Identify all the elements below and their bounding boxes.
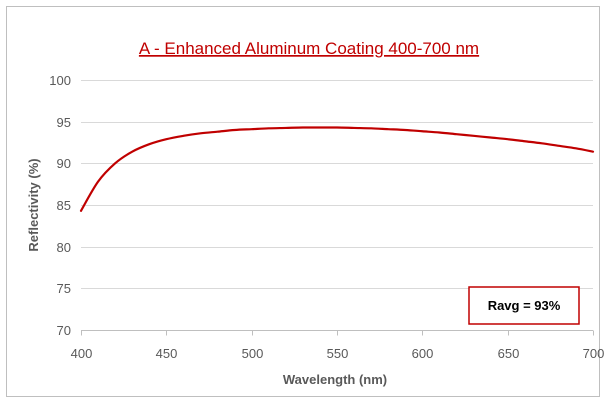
axes: [81, 330, 594, 336]
chart-frame: [6, 6, 600, 397]
y-tick-label: 100: [49, 73, 71, 88]
x-axis-title: Wavelength (nm): [283, 372, 387, 387]
y-tick-labels: 70 75 80 85 90 95 100: [49, 73, 71, 338]
x-tick-label: 450: [156, 346, 178, 361]
series-layer: [79, 126, 595, 212]
x-tick-label: 550: [327, 346, 349, 361]
chart-title: A - Enhanced Aluminum Coating 400-700 nm: [139, 39, 479, 58]
y-axis-title: Reflectivity (%): [26, 158, 41, 251]
x-tick-label: 400: [71, 346, 93, 361]
series-line-0: [79, 126, 595, 212]
y-tick-label: 90: [57, 156, 71, 171]
y-tick-label: 70: [57, 323, 71, 338]
x-tick-label: 600: [412, 346, 434, 361]
x-tick-label: 650: [498, 346, 520, 361]
annotation-box: [468, 286, 580, 325]
y-tick-label: 95: [57, 115, 71, 130]
x-tick-label: 500: [242, 346, 264, 361]
annotation-text: Ravg = 93%: [488, 298, 561, 313]
y-tick-label: 85: [57, 198, 71, 213]
x-tick-labels: 400 450 500 550 600 650 700: [71, 346, 605, 361]
ravg-annotation: Ravg = 93%: [468, 286, 580, 325]
y-tick-label: 75: [57, 281, 71, 296]
y-tick-label: 80: [57, 240, 71, 255]
x-tick-label: 700: [583, 346, 605, 361]
